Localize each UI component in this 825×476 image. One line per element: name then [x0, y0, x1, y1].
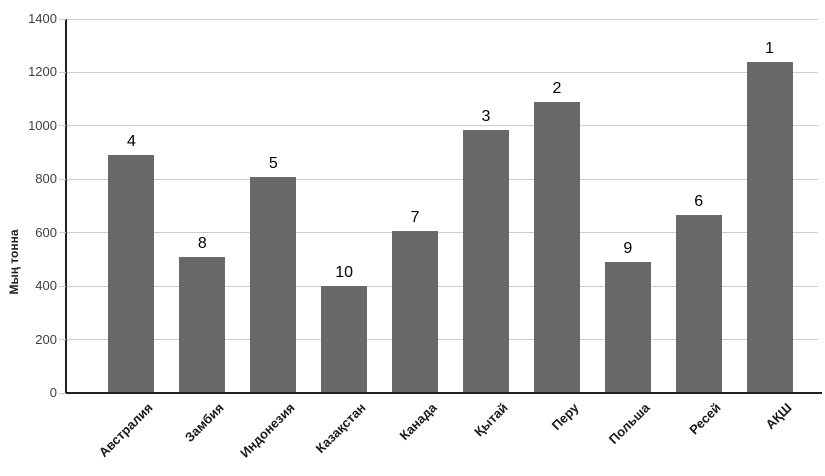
- gridline: [67, 232, 818, 234]
- bars-row: 4 8 5 10 7 3 2 9 6 1: [96, 19, 805, 393]
- gridline: [67, 18, 818, 20]
- y-tick-label: 600: [35, 224, 57, 240]
- bar: [321, 286, 368, 393]
- bar-value-label: 2: [552, 79, 562, 97]
- bar-slot: 4: [96, 19, 167, 393]
- y-tick-mark: [59, 71, 66, 73]
- y-tick-label: 400: [35, 278, 57, 294]
- bar-value-label: 10: [335, 264, 354, 282]
- bar-value-label: 1: [765, 39, 775, 57]
- bar: [462, 129, 509, 393]
- bar: [392, 231, 439, 393]
- bar-value-label: 6: [694, 193, 704, 211]
- y-tick-mark: [59, 125, 66, 127]
- bar-slot: 7: [380, 19, 451, 393]
- bar-slot: 6: [663, 19, 734, 393]
- bar-value-label: 5: [268, 154, 278, 172]
- y-tick-mark: [59, 285, 66, 287]
- bar-value-label: 4: [127, 133, 136, 151]
- x-tick-label: Австралия: [96, 400, 157, 460]
- gridline: [67, 125, 818, 127]
- gridline: [67, 178, 818, 180]
- bar-value-label: 3: [481, 107, 491, 125]
- y-tick-label: 1200: [28, 64, 57, 80]
- x-axis-line: [65, 392, 822, 394]
- bar-value-label: 9: [623, 240, 633, 258]
- bar: [533, 101, 580, 393]
- y-tick-mark: [59, 18, 66, 20]
- bar: [746, 61, 793, 393]
- bar: [179, 256, 226, 393]
- plot-area: 4 8 5 10 7 3 2 9 6 1: [59, 18, 822, 394]
- bar-slot: 8: [167, 19, 238, 393]
- bar-slot: 1: [734, 19, 805, 393]
- bar-value-label: 7: [410, 209, 420, 227]
- bar-slot: 9: [592, 19, 663, 393]
- bar-slot: 3: [451, 19, 522, 393]
- y-tick-label: 800: [35, 171, 57, 187]
- y-axis-title: Мың тонна: [7, 229, 21, 295]
- bar: [250, 176, 297, 393]
- y-axis-line: [65, 19, 67, 393]
- gridline: [67, 71, 818, 73]
- y-tick-label: 0: [49, 385, 57, 400]
- y-tick-label: 1000: [28, 117, 57, 133]
- bar-slot: 10: [309, 19, 380, 393]
- gridline: [67, 285, 818, 287]
- bar: [108, 155, 155, 393]
- gridline: [67, 339, 818, 341]
- bar: [604, 262, 651, 393]
- y-tick-mark: [59, 392, 66, 394]
- y-tick-mark: [59, 232, 66, 234]
- bar: [675, 215, 722, 393]
- y-tick-label: 1400: [28, 11, 57, 26]
- bar-slot: 5: [238, 19, 309, 393]
- bar-value-label: 8: [197, 234, 207, 252]
- y-tick-mark: [59, 178, 66, 180]
- y-tick-mark: [59, 339, 66, 341]
- y-tick-label: 200: [35, 331, 57, 347]
- bar-slot: 2: [521, 19, 592, 393]
